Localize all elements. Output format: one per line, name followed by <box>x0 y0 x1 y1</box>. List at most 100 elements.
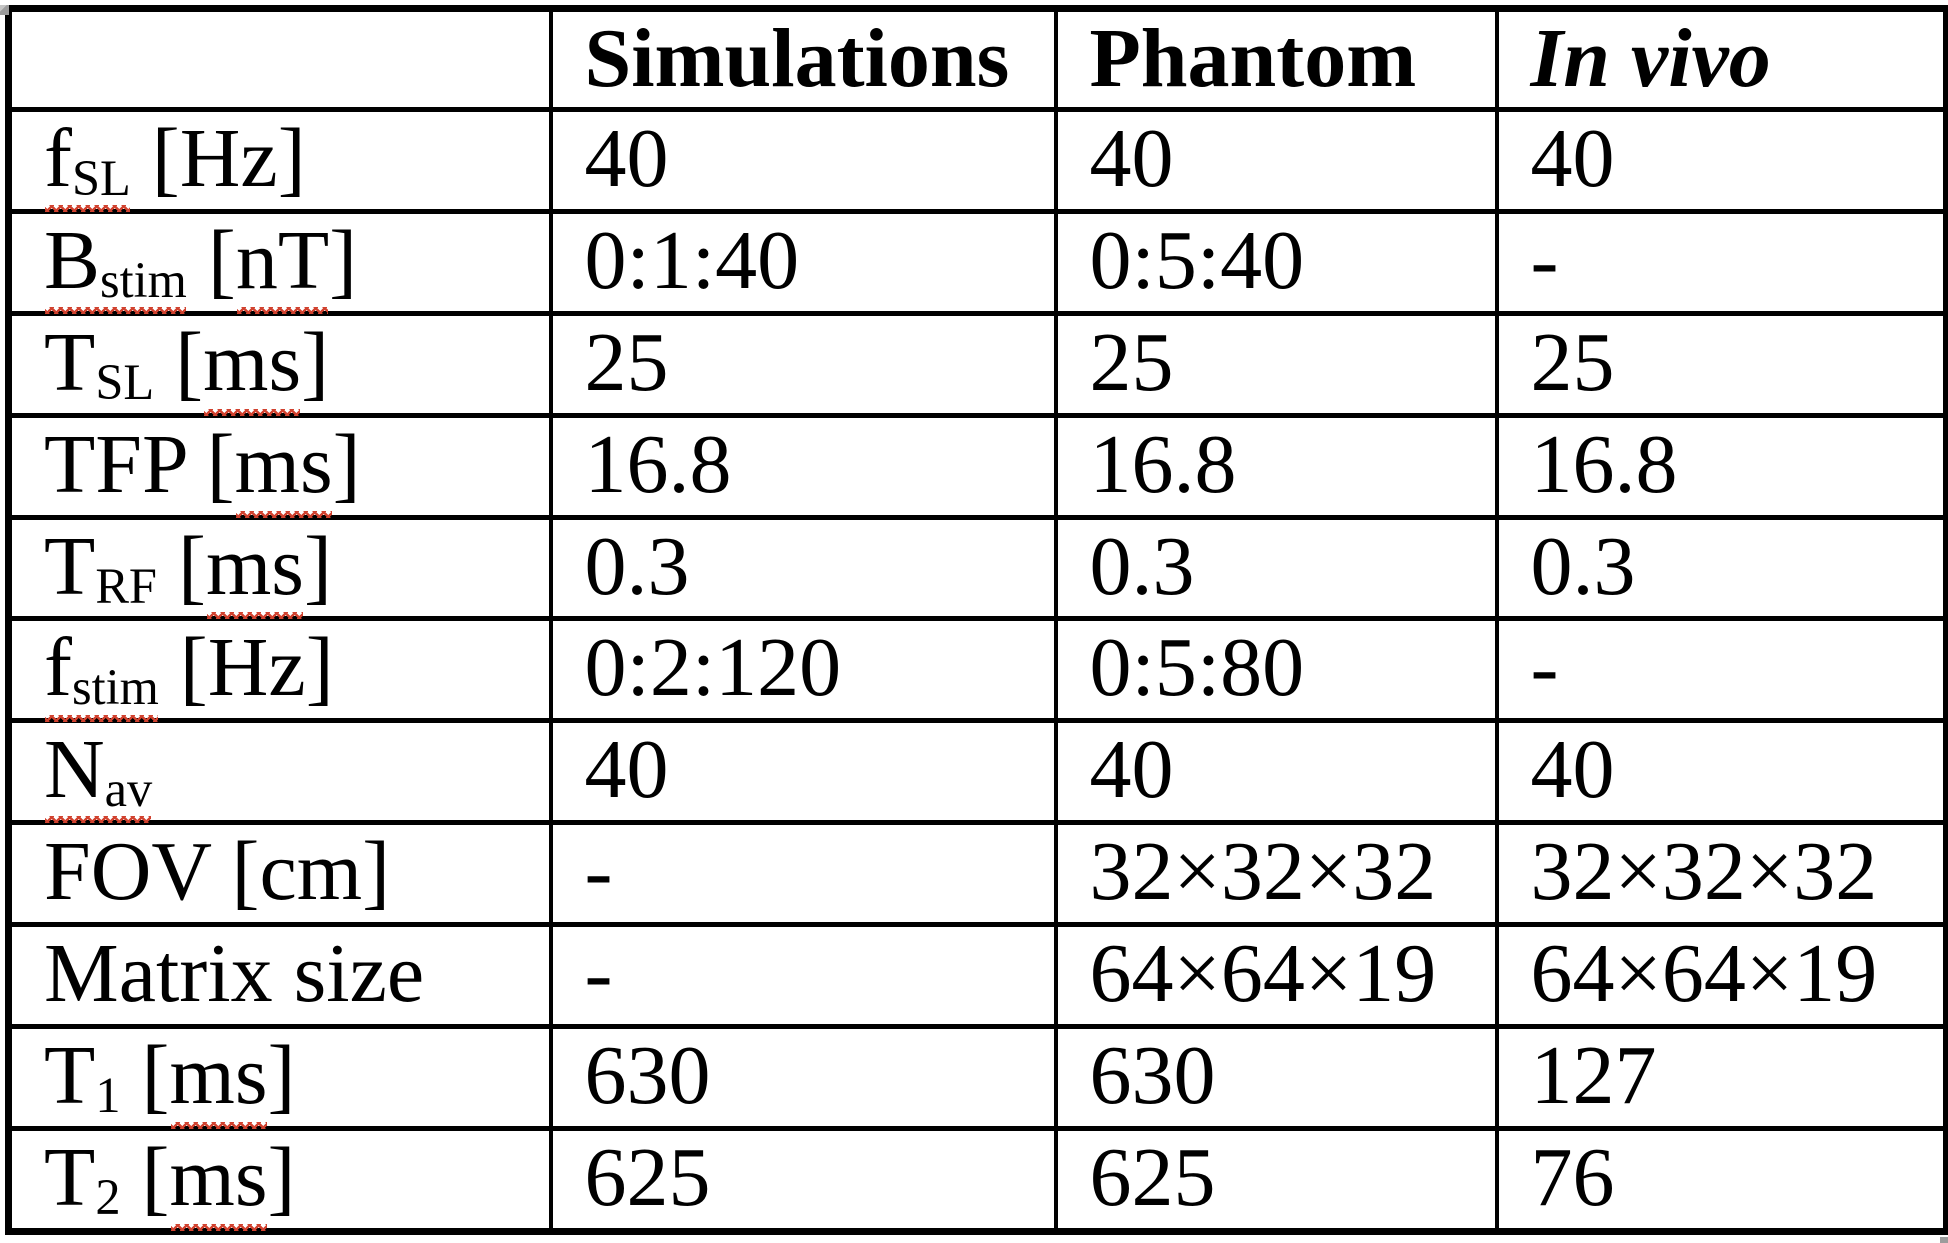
cell-trf-ms-simulations: 0.3 <box>548 514 1058 622</box>
label-text: ms <box>205 519 304 613</box>
label-text: ] <box>303 519 332 613</box>
row-label-t2-ms: T2 [ms] <box>6 1125 553 1235</box>
cell-fov-cm-phantom: 32×32×32 <box>1053 820 1499 928</box>
label-text: ] <box>301 315 330 409</box>
cell-tsl-ms-phantom: 25 <box>1053 310 1499 418</box>
subscript-text: SL <box>71 149 131 206</box>
label-text: ms <box>169 1130 268 1224</box>
cell-tfp-ms-simulations: 16.8 <box>548 412 1058 520</box>
label-text: N <box>44 723 105 817</box>
cell-t2-ms-in-vivo: 76 <box>1494 1125 1948 1235</box>
label-text: [ <box>156 519 206 613</box>
row-label-tsl-ms: TSL [ms] <box>6 310 553 418</box>
row-label-fov-cm: FOV [cm] <box>6 820 553 928</box>
label-text: T <box>44 1029 96 1123</box>
table-body: fSL [Hz] 40 40 40 Bstim [nT] 0:1:40 0:5:40- TSL… <box>6 106 1948 1235</box>
subscript-text: av <box>104 761 153 818</box>
cell-trf-ms-phantom: 0.3 <box>1053 514 1499 622</box>
table-row-fov-cm: FOV [cm] -32×32×32 32×32×32 <box>6 820 1948 928</box>
table-row-tfp-ms: TFP [ms] 16.8 16.8 16.8 <box>6 412 1948 520</box>
column-header-simulations: Simulations <box>548 6 1058 112</box>
screen-corner-artifact-top-left <box>0 5 9 15</box>
subscript-text: 2 <box>95 1169 121 1226</box>
cell-t2-ms-phantom: 625 <box>1053 1125 1499 1235</box>
header-row: Simulations Phantom In vivo <box>6 6 1948 112</box>
cell-matrix-size-simulations: - <box>548 922 1058 1030</box>
cell-t1-ms-simulations: 630 <box>548 1024 1058 1131</box>
label-text: ] <box>267 1029 296 1123</box>
table-row-fstim-hz: fstim [Hz] 0:2:120 0:5:80- <box>6 616 1948 724</box>
acquisition-parameters-table: Simulations Phantom In vivo fSL [Hz] 40 40 40… <box>5 5 1948 1235</box>
cell-t1-ms-in-vivo: 127 <box>1494 1024 1948 1131</box>
row-label-trf-ms: TRF [ms] <box>6 514 553 622</box>
row-label-tfp-ms: TFP [ms] <box>6 412 553 520</box>
label-text: ] <box>332 417 361 511</box>
table-row-t1-ms: T1 [ms] 630 630 127 <box>6 1024 1948 1131</box>
label-text: [ <box>186 213 236 307</box>
row-label-fsl-hz: fSL [Hz] <box>6 106 553 214</box>
label-text: TFP [ <box>44 417 235 511</box>
cell-tfp-ms-phantom: 16.8 <box>1053 412 1499 520</box>
label-text: ms <box>203 315 302 409</box>
cell-fsl-hz-simulations: 40 <box>548 106 1058 214</box>
spellcheck-squiggle-group: fstim <box>44 621 159 722</box>
spellcheck-squiggle-group: fSL <box>44 111 131 212</box>
table-row-nav: Nav 40 40 40 <box>6 718 1948 826</box>
cell-fsl-hz-phantom: 40 <box>1053 106 1499 214</box>
spellcheck-squiggle-group: Bstim <box>44 213 187 314</box>
table-row-tsl-ms: TSL [ms] 25 25 25 <box>6 310 1948 418</box>
row-label-column-header <box>6 6 553 112</box>
label-text: f <box>44 111 72 205</box>
label-text: T <box>44 315 96 409</box>
label-text: Matrix size <box>44 927 425 1021</box>
spellcheck-squiggle-group: nT <box>235 213 330 314</box>
cell-t1-ms-phantom: 630 <box>1053 1024 1499 1131</box>
spellcheck-squiggle-group: ms <box>169 1029 268 1129</box>
cell-nav-in-vivo: 40 <box>1494 718 1948 826</box>
cell-t2-ms-simulations: 625 <box>548 1125 1058 1235</box>
cell-matrix-size-in-vivo: 64×64×19 <box>1494 922 1948 1030</box>
label-text: ] <box>267 1130 296 1224</box>
spellcheck-squiggle-group: ms <box>205 519 304 620</box>
subscript-text: RF <box>95 557 157 614</box>
row-label-fstim-hz: fstim [Hz] <box>6 616 553 724</box>
table-row-matrix-size: Matrix size -64×64×19 64×64×19 <box>6 922 1948 1030</box>
cell-tfp-ms-in-vivo: 16.8 <box>1494 412 1948 520</box>
label-text: T <box>44 519 96 613</box>
cell-fstim-hz-simulations: 0:2:120 <box>548 616 1058 724</box>
cell-nav-simulations: 40 <box>548 718 1058 826</box>
label-text: [ <box>120 1029 170 1123</box>
label-text: [ <box>154 315 204 409</box>
cell-fstim-hz-phantom: 0:5:80 <box>1053 616 1499 724</box>
subscript-text: stim <box>71 659 159 716</box>
label-text: T <box>44 1130 96 1224</box>
column-header-in-vivo: In vivo <box>1494 6 1948 112</box>
table-row-fsl-hz: fSL [Hz] 40 40 40 <box>6 106 1948 214</box>
cell-fov-cm-simulations: - <box>548 820 1058 928</box>
label-text: B <box>44 213 101 307</box>
spellcheck-squiggle-group: ms <box>203 315 302 416</box>
label-text: nT <box>235 213 330 307</box>
table-row-t2-ms: T2 [ms] 625 625 76 <box>6 1125 1948 1235</box>
row-label-t1-ms: T1 [ms] <box>6 1024 553 1131</box>
row-label-nav: Nav <box>6 718 553 826</box>
spellcheck-squiggle-group: ms <box>169 1130 268 1231</box>
table-row-trf-ms: TRF [ms] 0.3 0.3 0.3 <box>6 514 1948 622</box>
cell-fov-cm-in-vivo: 32×32×32 <box>1494 820 1948 928</box>
cell-nav-phantom: 40 <box>1053 718 1499 826</box>
label-text: [Hz] <box>130 111 306 205</box>
label-text: [ <box>120 1130 170 1224</box>
spellcheck-squiggle-group: ms <box>235 418 333 518</box>
row-label-bstim-nt: Bstim [nT] <box>6 208 553 316</box>
cell-fsl-hz-in-vivo: 40 <box>1494 106 1948 214</box>
subscript-text: stim <box>100 251 187 308</box>
cell-tsl-ms-simulations: 25 <box>548 310 1058 418</box>
table-row-bstim-nt: Bstim [nT] 0:1:40 0:5:40- <box>6 208 1948 316</box>
label-text: f <box>44 621 72 715</box>
label-text: [Hz] <box>158 621 334 715</box>
cell-bstim-nt-phantom: 0:5:40 <box>1053 208 1499 316</box>
cell-trf-ms-in-vivo: 0.3 <box>1494 514 1948 622</box>
label-text: ms <box>169 1029 268 1123</box>
label-text: ] <box>329 213 358 307</box>
row-label-matrix-size: Matrix size <box>6 922 553 1030</box>
